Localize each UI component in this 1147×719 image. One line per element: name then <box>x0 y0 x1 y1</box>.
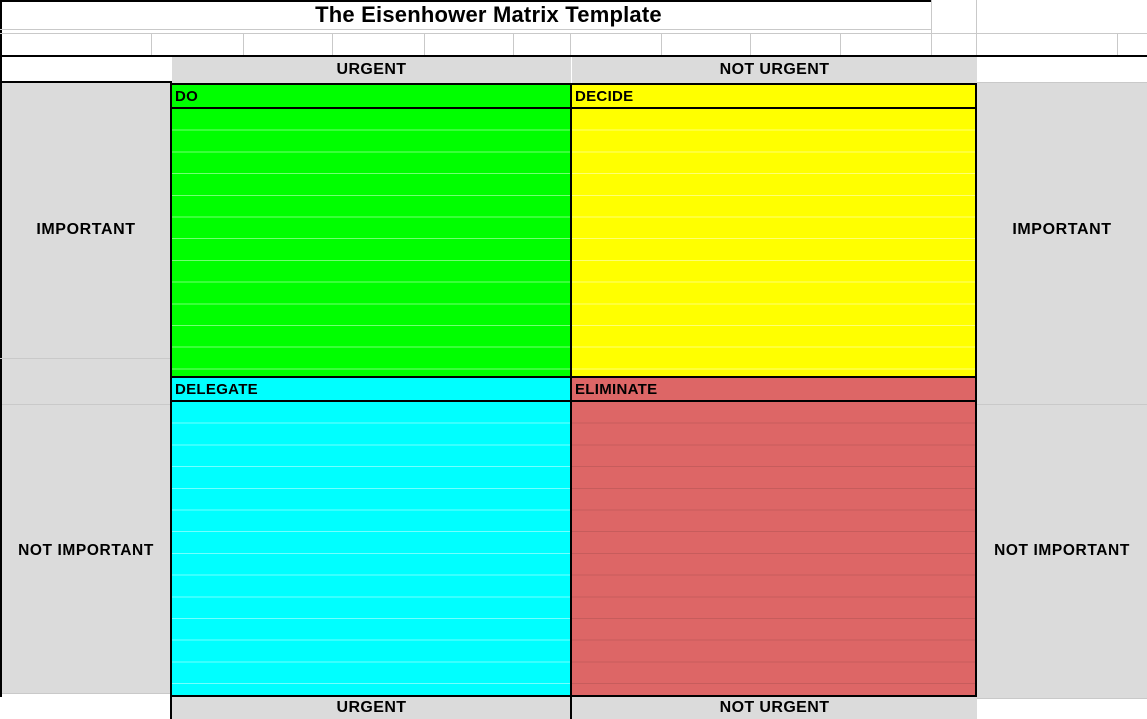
footer-divider-middle <box>570 697 572 719</box>
gridline-h <box>977 698 1147 699</box>
gridline-h <box>2 693 170 694</box>
quadrant-delegate: DELEGATE <box>170 376 572 697</box>
gridline-h <box>977 82 1147 83</box>
row-label-important-right: IMPORTANT <box>1012 220 1112 238</box>
gridline-h <box>2 404 170 405</box>
gridline-v <box>513 33 514 55</box>
left-border <box>0 0 2 697</box>
header-corner-cell <box>0 57 172 83</box>
header-top-rule <box>0 55 1147 57</box>
quadrant-do-title-cell[interactable]: DO <box>172 85 570 109</box>
right-label-column <box>977 83 1147 698</box>
gridline-h <box>0 33 1147 34</box>
row-label-not-important-left: NOT IMPORTANT <box>18 541 154 559</box>
gridline-v <box>570 33 571 55</box>
quadrant-eliminate-title-cell[interactable]: ELIMINATE <box>572 378 975 402</box>
gridline-v <box>976 0 977 55</box>
column-header-urgent: URGENT <box>172 57 571 83</box>
quadrant-delegate-body[interactable] <box>172 402 570 695</box>
footer-header-urgent: URGENT <box>172 697 571 719</box>
quadrant-do: DO <box>170 83 572 379</box>
quadrant-eliminate-body[interactable] <box>572 402 975 695</box>
footer-header-not-urgent: NOT URGENT <box>572 697 977 719</box>
gridline-v <box>750 33 751 55</box>
row-label-not-important-right: NOT IMPORTANT <box>994 541 1130 559</box>
gridline-v <box>424 33 425 55</box>
quadrant-do-body[interactable] <box>172 109 570 377</box>
quadrant-decide-title-cell[interactable]: DECIDE <box>572 85 975 109</box>
gridline-v <box>840 33 841 55</box>
sheet-title: The Eisenhower Matrix Template <box>315 2 662 27</box>
row-label-important-left: IMPORTANT <box>36 220 136 238</box>
gridline-v <box>1117 33 1118 55</box>
gridline-v <box>661 33 662 55</box>
quadrant-decide: DECIDE <box>570 83 977 379</box>
gridline-v <box>151 33 152 55</box>
column-header-not-urgent: NOT URGENT <box>572 57 977 83</box>
gridline-v <box>332 33 333 55</box>
title-top-border <box>0 0 931 2</box>
gridline-h <box>0 29 931 30</box>
gridline-h <box>0 358 170 359</box>
quadrant-decide-body[interactable] <box>572 109 975 377</box>
gridline-h <box>977 404 1147 405</box>
left-label-column <box>2 83 170 693</box>
gridline-v <box>931 0 932 55</box>
footer-divider-left <box>170 697 172 719</box>
gridline-v <box>243 33 244 55</box>
quadrant-eliminate: ELIMINATE <box>570 376 977 697</box>
quadrant-delegate-title-cell[interactable]: DELEGATE <box>172 378 570 402</box>
